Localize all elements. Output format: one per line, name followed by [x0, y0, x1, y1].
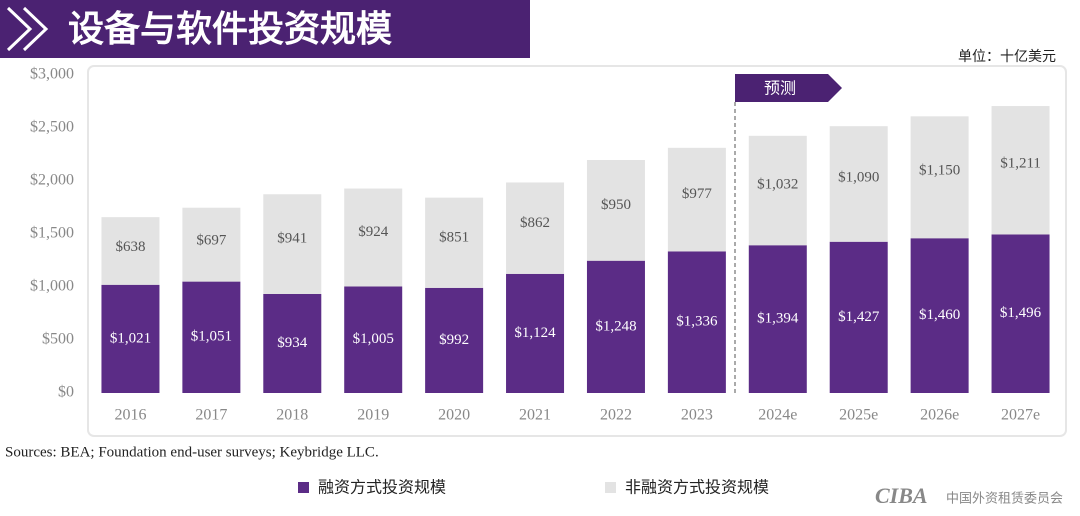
value-label: $697	[196, 232, 227, 248]
value-label: $941	[277, 231, 307, 247]
y-tick-label: $3,000	[30, 66, 74, 83]
bar-segment	[263, 293, 322, 393]
legend-swatch	[298, 482, 309, 493]
value-label: $992	[439, 332, 469, 348]
x-tick-label: 2020	[438, 407, 470, 424]
logo-text: 中国外资租赁委员会	[946, 492, 1063, 507]
value-label: $1,394	[757, 311, 799, 327]
y-tick-label: $2,000	[30, 172, 74, 189]
value-label: $950	[601, 197, 631, 213]
bar-segment	[101, 217, 160, 285]
value-label: $1,005	[353, 331, 394, 347]
value-label: $862	[520, 215, 550, 231]
bar-segment	[101, 284, 160, 393]
y-tick-label: $0	[58, 384, 74, 401]
x-tick-label: 2017	[195, 407, 227, 424]
bar-segment	[991, 106, 1050, 235]
x-tick-label: 2021	[519, 407, 551, 424]
x-tick-label: 2024e	[758, 407, 797, 424]
x-tick-label: 2022	[600, 407, 632, 424]
value-label: $1,021	[110, 330, 151, 346]
legend-label: 融资方式投资规模	[318, 478, 446, 497]
bar-segment	[344, 286, 403, 393]
bar-segment	[506, 273, 565, 393]
value-label: $1,051	[191, 329, 232, 345]
value-label: $1,124	[514, 325, 556, 341]
bar-segment	[829, 241, 888, 393]
bar-segment	[991, 234, 1050, 393]
value-label: $1,032	[757, 177, 798, 193]
x-tick-label: 2023	[681, 407, 713, 424]
forecast-label: 预测	[764, 79, 796, 98]
bar-segment	[344, 188, 403, 287]
x-tick-label: 2018	[276, 407, 308, 424]
bar-segment	[425, 197, 484, 288]
legend-label: 非融资方式投资规模	[625, 478, 769, 497]
unit-label: 单位：十亿美元	[958, 49, 1056, 65]
bar-segment	[667, 251, 726, 393]
bar-segment	[182, 281, 241, 393]
bar-segment	[586, 160, 645, 261]
y-tick-label: $1,500	[30, 225, 74, 242]
value-label: $977	[682, 186, 713, 202]
bar-segment	[910, 116, 969, 239]
bar-segment	[667, 147, 726, 252]
source: Sources: BEA; Foundation end-user survey…	[5, 444, 379, 460]
legend-swatch	[605, 482, 616, 493]
value-label: $1,336	[676, 314, 718, 330]
x-tick-label: 2026e	[920, 407, 959, 424]
bar-segment	[182, 207, 241, 282]
value-label: $934	[277, 335, 308, 351]
title-banner	[0, 0, 530, 58]
bar-segment	[748, 135, 807, 246]
value-label: $1,460	[919, 307, 960, 323]
y-tick-label: $2,500	[30, 119, 74, 136]
value-label: $638	[115, 239, 145, 255]
value-label: $1,248	[595, 318, 636, 334]
x-tick-label: 2019	[357, 407, 389, 424]
logo-mark: CIBA	[875, 483, 928, 508]
value-label: $1,150	[919, 163, 960, 179]
bar-segment	[506, 182, 565, 274]
x-tick-label: 2027e	[1001, 407, 1040, 424]
value-label: $1,427	[838, 309, 880, 325]
chevron	[22, 6, 49, 52]
value-label: $1,090	[838, 170, 879, 186]
bar-segment	[586, 260, 645, 393]
y-tick-label: $500	[42, 331, 74, 348]
value-label: $1,496	[1000, 305, 1042, 321]
value-label: $1,211	[1000, 155, 1041, 171]
x-tick-label: 2025e	[839, 407, 878, 424]
bar-segment	[425, 287, 484, 393]
forecast-tag	[735, 74, 842, 102]
plot-frame	[87, 65, 1067, 437]
x-tick-label: 2016	[114, 407, 146, 424]
chevron	[6, 6, 33, 52]
chart-title: 设备与软件投资规模	[68, 9, 392, 50]
value-label: $851	[439, 230, 469, 246]
y-tick-label: $1,000	[30, 278, 74, 295]
bar-segment	[829, 126, 888, 242]
bar-segment	[748, 245, 807, 393]
value-label: $924	[358, 224, 389, 240]
bar-segment	[910, 238, 969, 393]
bar-segment	[263, 194, 322, 294]
